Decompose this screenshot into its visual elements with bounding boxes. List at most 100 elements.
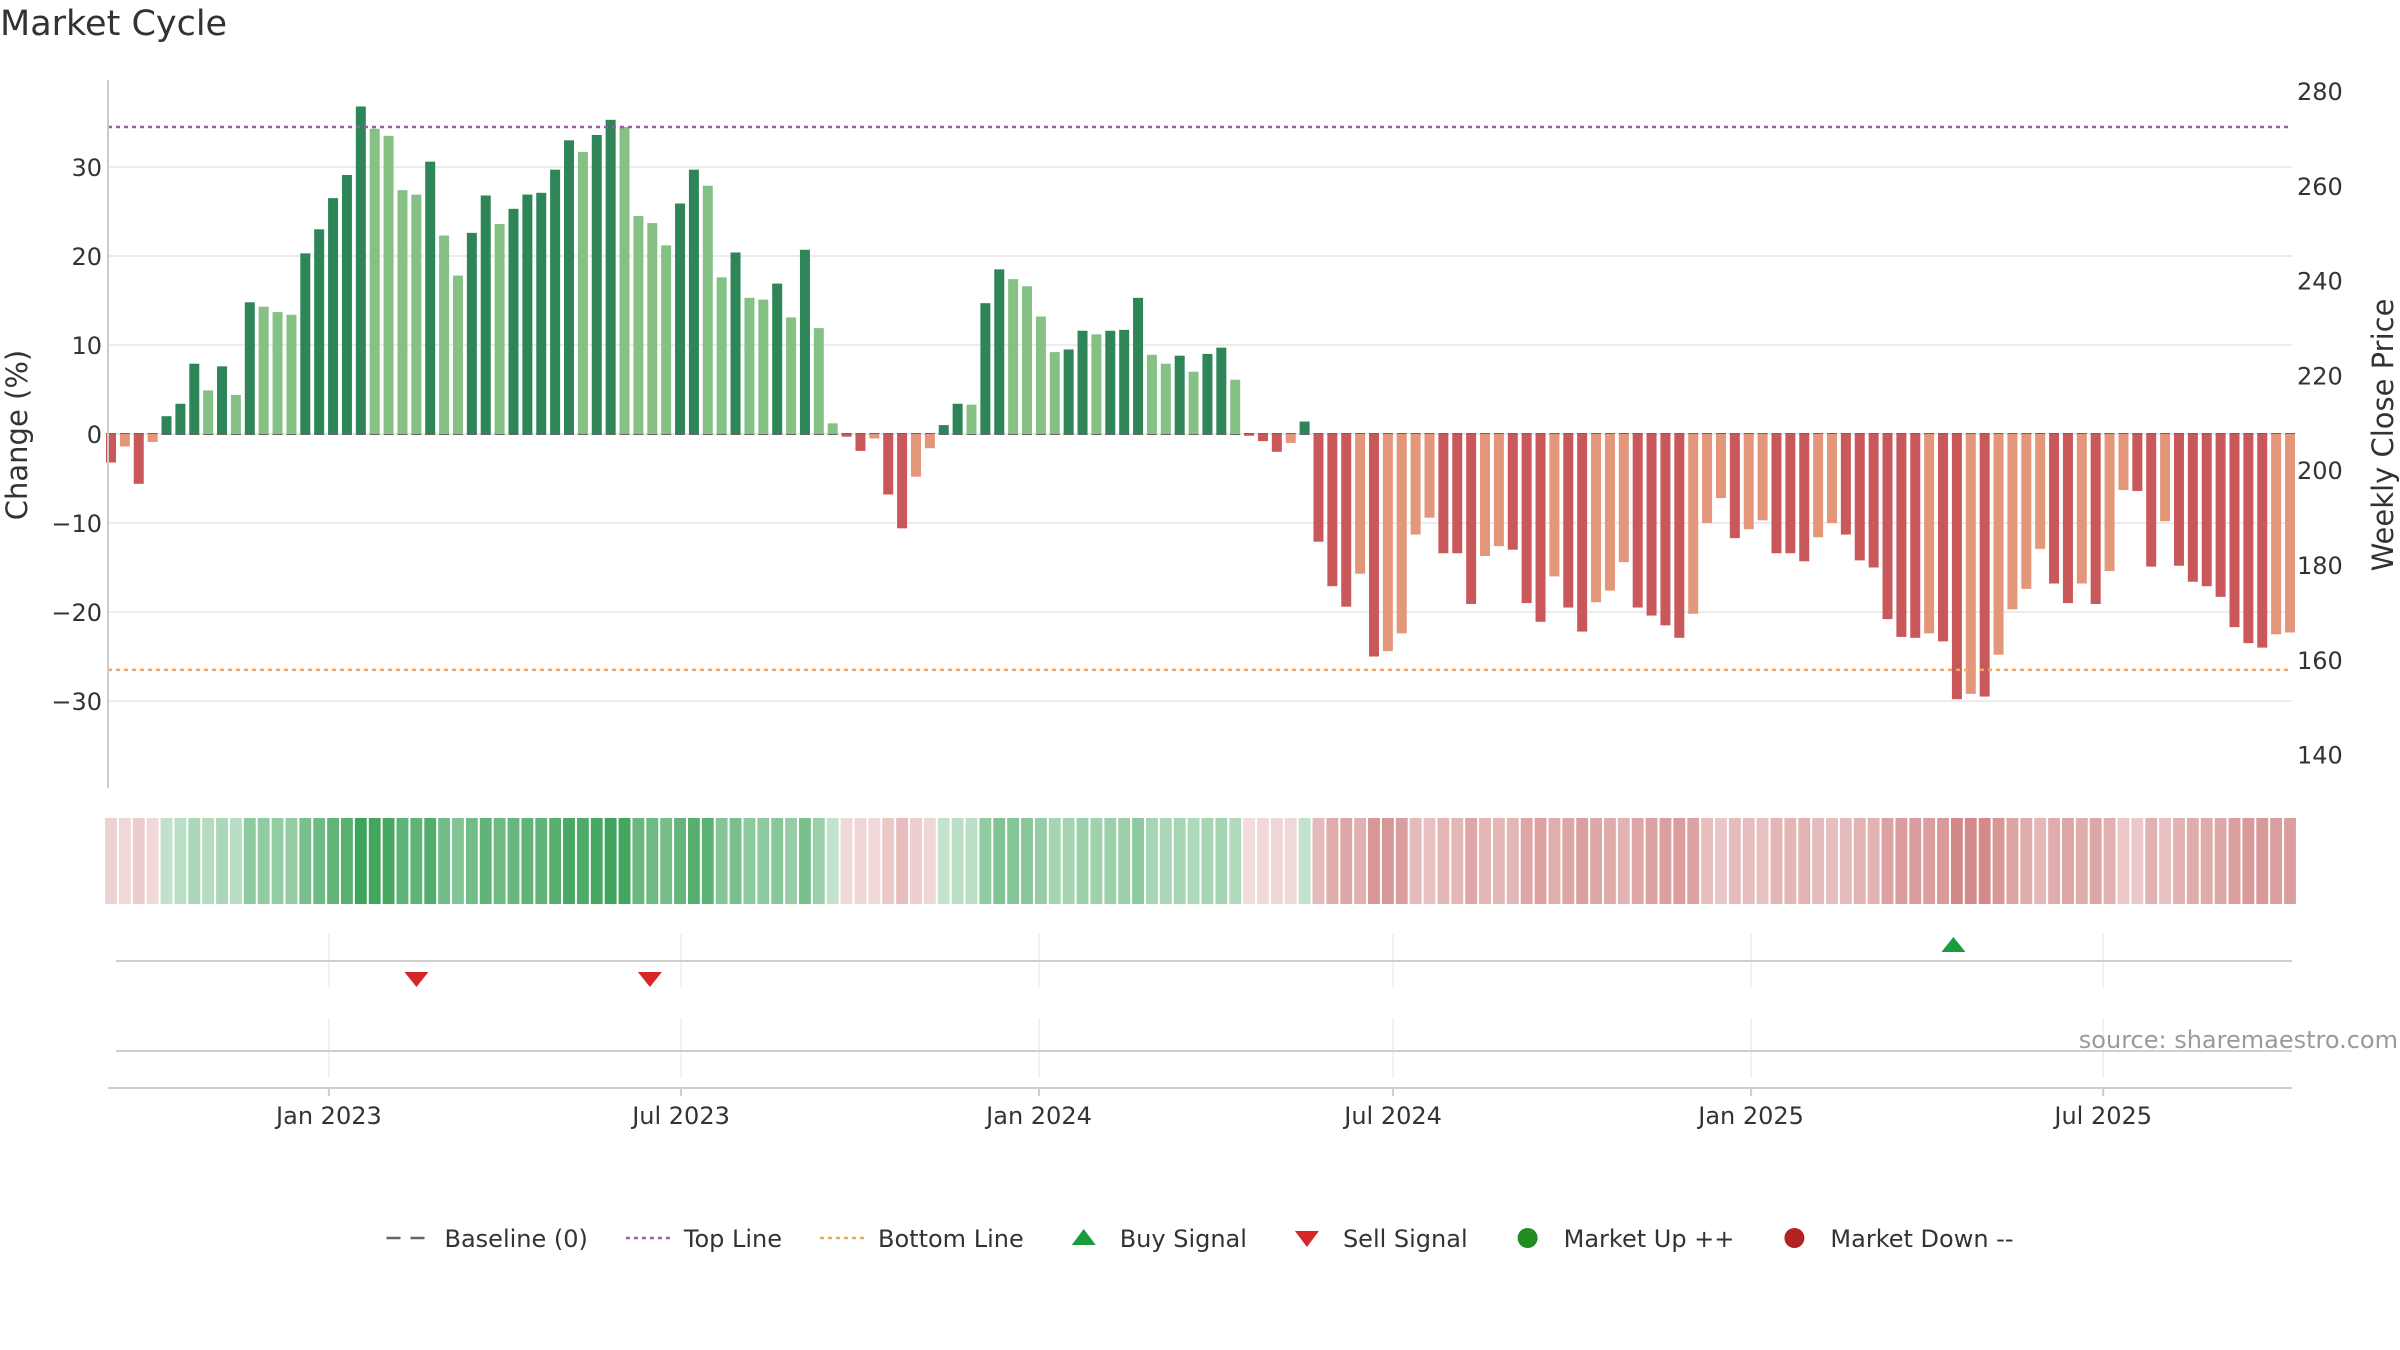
heat-strip-cell <box>1173 818 1186 904</box>
heat-strip-cell <box>993 818 1006 904</box>
market-up-legend-icon <box>1517 1228 1538 1248</box>
change-bar <box>286 314 297 434</box>
legend-item: Bottom Line <box>820 1225 1024 1253</box>
heat-strip-cell <box>146 818 159 904</box>
heat-strip-cell <box>660 818 673 904</box>
heat-strip-cell <box>2270 818 2283 904</box>
heat-strip-cell <box>868 818 881 904</box>
heat-strip-cell <box>1034 818 1047 904</box>
change-bar <box>1257 434 1268 442</box>
change-bar <box>2229 434 2240 628</box>
heat-strip-cell <box>701 818 714 904</box>
heat-strip-cell <box>1090 818 1103 904</box>
heat-strip-cell <box>2242 818 2255 904</box>
legend-label: Market Up ++ <box>1564 1225 1735 1253</box>
heat-strip-cell <box>2131 818 2144 904</box>
heat-strip-cell <box>118 818 131 904</box>
heat-strip-cell <box>257 818 270 904</box>
change-bar <box>1368 434 1379 657</box>
heat-strip-cell <box>174 818 187 904</box>
change-bar <box>661 245 672 434</box>
y-left-tick-label: 0 <box>87 421 102 449</box>
heat-strip-cell <box>229 818 242 904</box>
heat-strip-cell <box>604 818 617 904</box>
change-bar <box>1646 434 1657 616</box>
heat-strip-cell <box>382 818 395 904</box>
heat-strip-cell <box>1354 818 1367 904</box>
market-down-legend-icon <box>1784 1228 1805 1248</box>
heat-strip-cell <box>1437 818 1450 904</box>
heat-strip-cell <box>1617 818 1630 904</box>
heat-strip-cell <box>1465 818 1478 904</box>
change-bar <box>1604 434 1615 591</box>
change-bar <box>1868 434 1879 568</box>
change-bar <box>910 434 921 477</box>
change-bar <box>397 190 408 434</box>
y-left-tick-label: 20 <box>71 243 102 271</box>
heat-strip-cell <box>313 818 326 904</box>
heat-strip <box>105 818 2296 904</box>
change-bar <box>1840 434 1851 535</box>
change-bar <box>411 194 422 434</box>
change-bar <box>2090 434 2101 604</box>
change-bar <box>1202 353 1213 434</box>
change-bar <box>355 106 366 434</box>
heat-strip-cell <box>2200 818 2213 904</box>
legend-label: Buy Signal <box>1120 1225 1247 1253</box>
change-bar <box>1424 434 1435 518</box>
change-bar <box>1938 434 1949 642</box>
heat-strip-cell <box>687 818 700 904</box>
change-bar <box>1396 434 1407 634</box>
heat-strip-cell <box>1492 818 1505 904</box>
heat-strip-cell <box>1909 818 1922 904</box>
legend-item: Buy Signal <box>1071 1225 1247 1253</box>
heat-strip-cell <box>1201 818 1214 904</box>
heat-strip-cell <box>937 818 950 904</box>
heat-strip-cell <box>271 818 284 904</box>
change-bar <box>1271 434 1282 452</box>
heat-strip-cell <box>1881 818 1894 904</box>
heat-strip-cell <box>576 818 589 904</box>
heat-strip-cell <box>1728 818 1741 904</box>
change-bar <box>2062 434 2073 604</box>
change-bar <box>744 297 755 434</box>
heat-strip-cell <box>105 818 117 904</box>
heat-strip-cell <box>1784 818 1797 904</box>
change-bar <box>1771 434 1782 554</box>
heat-strip-cell <box>1950 818 1963 904</box>
change-bar <box>203 390 214 434</box>
heat-strip-cell <box>452 818 464 904</box>
change-bar <box>1466 434 1477 604</box>
heat-strip-cell <box>1937 818 1949 904</box>
axes: 30 20 10 0 −10 −20 −30 280 260 240 220 200 180 160 140 <box>51 78 2343 788</box>
change-bar <box>1951 434 1962 700</box>
change-bar <box>2007 434 2018 610</box>
x-tick-label: Jan 2025 <box>1696 1102 1804 1130</box>
heat-strip-cell <box>341 818 353 904</box>
heat-strip-cell <box>1645 818 1658 904</box>
y-axis-right-title: Weekly Close Price <box>2366 299 2400 572</box>
heat-strip-cell <box>1284 818 1297 904</box>
y-axis-left-title: Change (%) <box>0 350 34 520</box>
heat-strip-cell <box>1673 818 1686 904</box>
change-bar <box>2104 434 2115 572</box>
heat-strip-cell <box>632 818 645 904</box>
sell-signal-marker <box>637 972 662 987</box>
buy-signal-marker <box>1941 937 1966 952</box>
change-bar <box>1965 434 1976 694</box>
change-bar <box>813 328 824 434</box>
x-tick-label: Jan 2024 <box>984 1102 1092 1130</box>
heat-strip-cell <box>882 818 895 904</box>
change-bar <box>883 434 894 495</box>
change-bar <box>175 403 186 434</box>
legend-label: Baseline (0) <box>445 1225 588 1253</box>
change-bar <box>1729 434 1740 539</box>
legend-label: Bottom Line <box>878 1225 1024 1253</box>
heat-strip-cell <box>465 818 478 904</box>
change-bar <box>439 235 450 434</box>
heat-strip-cell <box>771 818 784 904</box>
change-bar <box>938 425 949 434</box>
legend-label: Top Line <box>683 1225 782 1253</box>
y-left-tick-label: 10 <box>71 332 102 360</box>
